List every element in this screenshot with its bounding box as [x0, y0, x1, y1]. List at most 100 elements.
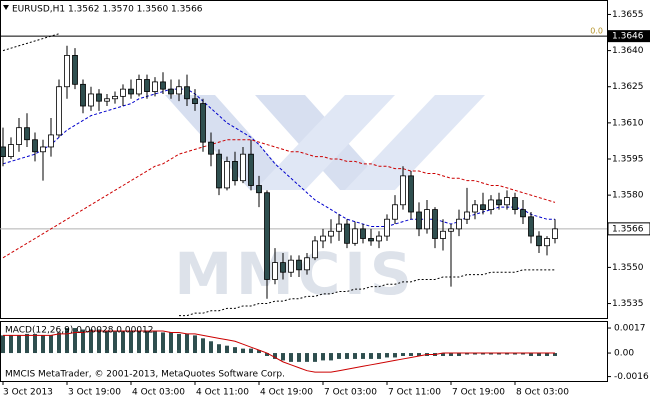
level-label-box — [608, 30, 650, 43]
candle-body — [296, 259, 302, 271]
candle-body — [440, 230, 446, 239]
macd-bar — [1, 335, 5, 354]
watermark-text: MMCIS — [174, 240, 415, 308]
logo-stroke — [255, 95, 390, 190]
macd-bar — [353, 353, 357, 359]
footer: MMCIS MetaTrader, © 2001-2013, MetaQuote… — [5, 370, 285, 380]
macd-bar — [337, 353, 341, 359]
indicator-line — [179, 269, 555, 317]
macd-bar — [537, 353, 541, 356]
macd-bar — [49, 335, 53, 354]
macd-bar — [57, 332, 61, 354]
chart-title: EURUSD,H1 1.3562 1.3570 1.3560 1.3566 — [12, 5, 203, 15]
macd-bar — [177, 333, 181, 354]
macd-bar — [193, 335, 197, 354]
macd-bar — [465, 353, 469, 355]
candle-body — [136, 79, 142, 95]
candle-body — [120, 88, 126, 97]
macd-bar — [409, 353, 413, 356]
y-tick-label: 1.3535 — [612, 299, 644, 309]
watermark-logo — [165, 95, 485, 190]
macd-bar — [361, 353, 365, 359]
candle-body — [352, 228, 358, 244]
candle-body — [520, 209, 526, 218]
macd-bar — [281, 353, 285, 361]
macd-title: MACD(12,26,9) 0.00028 0.00012 — [5, 326, 154, 336]
macd-bar — [9, 335, 13, 354]
x-tick-label: 4 Oct 19:00 — [260, 388, 313, 398]
candle-body — [464, 211, 470, 220]
candle-body — [104, 98, 110, 102]
macd-bar — [329, 353, 333, 361]
candle-body — [224, 161, 230, 189]
x-tick-label: 7 Oct 11:00 — [388, 388, 441, 398]
candle-body — [152, 81, 158, 92]
candle-body — [0, 146, 6, 157]
candle-body — [320, 235, 326, 242]
signal-line — [3, 330, 555, 373]
macd-bar — [137, 330, 141, 354]
indicator-line — [2, 139, 556, 259]
candle-body — [424, 209, 430, 230]
logo-stroke — [255, 95, 395, 190]
x-tick-label: 7 Oct 19:00 — [452, 388, 505, 398]
x-tick-label: 4 Oct 03:00 — [132, 388, 185, 398]
macd-bar — [209, 341, 213, 354]
y-tick-label: 1.3655 — [612, 10, 644, 20]
y-tick-label: 1.3550 — [612, 263, 644, 273]
macd-bar — [377, 353, 381, 359]
candle-body — [432, 209, 438, 239]
candle-body — [112, 95, 118, 100]
macd-bar — [505, 353, 509, 355]
macd-bar — [513, 353, 517, 355]
x-tick-label: 4 Oct 11:00 — [196, 388, 249, 398]
candle-body — [504, 197, 510, 206]
macd-bar — [473, 353, 477, 355]
candle-body — [72, 55, 78, 85]
x-tick-label: 3 Oct 19:00 — [68, 388, 121, 398]
macd-bar — [217, 344, 221, 354]
y-tick-label: 0.0017 — [614, 324, 646, 334]
macd-bar — [113, 330, 117, 354]
candle-body — [360, 228, 366, 239]
macd-bar — [489, 353, 493, 355]
macd-bar — [393, 353, 397, 358]
candle-body — [376, 235, 382, 242]
macd-bar — [553, 353, 557, 356]
y-tick-label: 1.3595 — [612, 155, 644, 165]
candle-body — [552, 228, 558, 239]
last-price-label: 1.3566 — [612, 224, 644, 234]
candle-body — [128, 88, 134, 95]
macd-bar — [545, 353, 549, 356]
macd-bar — [289, 353, 293, 362]
level-tag: 0.0 — [590, 27, 603, 36]
macd-bar — [81, 329, 85, 354]
y-tick-label: 1.3580 — [612, 191, 644, 201]
candle-body — [448, 228, 454, 232]
macd-bar — [385, 353, 389, 358]
candle-body — [48, 134, 54, 148]
logo-stroke — [165, 95, 300, 190]
y-tick-label: 0.00 — [614, 349, 634, 359]
macd-bar — [169, 332, 173, 354]
candle-body — [80, 83, 86, 107]
candle-body — [176, 86, 182, 95]
macd-bar — [521, 353, 525, 355]
macd-bar — [225, 345, 229, 354]
candle-body — [496, 199, 502, 206]
candle-body — [160, 81, 166, 90]
macd-bar — [449, 353, 453, 356]
macd-bar — [161, 332, 165, 354]
macd-bar — [369, 353, 373, 359]
macd-bar — [129, 330, 133, 354]
candle-body — [200, 103, 206, 143]
macd-bar — [153, 330, 157, 354]
macd-bar — [401, 353, 405, 356]
candle-body — [96, 93, 102, 102]
macd-bar — [481, 353, 485, 355]
candle-body — [184, 86, 190, 100]
y-tick-label: -0.0016 — [614, 372, 649, 382]
candle-body — [280, 262, 286, 273]
